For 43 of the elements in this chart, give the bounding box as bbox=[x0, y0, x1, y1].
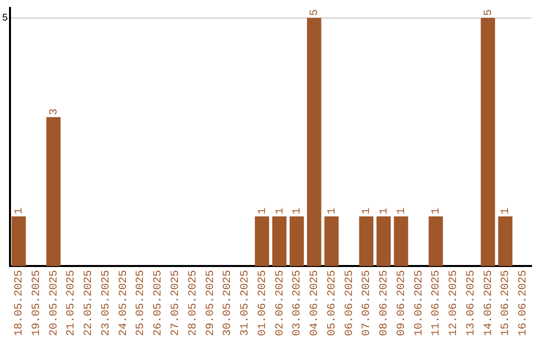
x-tick-label: 10.06.2025 bbox=[413, 270, 426, 336]
x-tick-label: 02.06.2025 bbox=[274, 270, 286, 336]
data-label: 5 bbox=[482, 9, 495, 16]
x-tick-label: 11.06.2025 bbox=[430, 270, 443, 336]
x-tick-label: 30.05.2025 bbox=[222, 270, 234, 336]
x-tick-label: 07.06.2025 bbox=[361, 270, 374, 336]
x-tick-label: 13.06.2025 bbox=[465, 270, 478, 336]
data-label: 1 bbox=[500, 207, 512, 214]
x-tick-label: 19.05.2025 bbox=[30, 270, 43, 336]
data-label: 1 bbox=[326, 207, 338, 214]
x-tick-label: 09.06.2025 bbox=[396, 270, 408, 336]
x-tick-label: 08.06.2025 bbox=[378, 270, 391, 336]
x-tick-label: 23.05.2025 bbox=[100, 270, 112, 336]
x-tick-label: 12.06.2025 bbox=[448, 270, 460, 336]
data-label: 1 bbox=[274, 207, 286, 214]
x-tick-label: 03.06.2025 bbox=[292, 270, 304, 336]
data-label: 1 bbox=[396, 207, 408, 214]
x-tick-label: 28.05.2025 bbox=[187, 270, 200, 336]
data-label: 5 bbox=[309, 9, 322, 16]
x-tick-label: 14.06.2025 bbox=[482, 270, 495, 336]
x-tick-label: 21.05.2025 bbox=[66, 270, 78, 336]
data-label: 1 bbox=[14, 207, 26, 214]
x-tick-label: 29.05.2025 bbox=[204, 270, 217, 336]
data-label: 1 bbox=[378, 207, 391, 214]
x-tick-label: 22.05.2025 bbox=[83, 270, 96, 336]
x-tick-label: 27.05.2025 bbox=[170, 270, 182, 336]
x-tick-label: 24.05.2025 bbox=[118, 270, 130, 336]
data-label: 3 bbox=[48, 108, 60, 116]
data-label: 1 bbox=[256, 207, 269, 214]
x-tick-label: 04.06.2025 bbox=[309, 270, 322, 336]
x-tick-label: 15.06.2025 bbox=[500, 270, 512, 336]
x-tick-label: 31.05.2025 bbox=[240, 270, 252, 336]
x-tick-label: 06.06.2025 bbox=[344, 270, 356, 336]
data-label: 1 bbox=[430, 207, 443, 214]
x-tick-label: 01.06.2025 bbox=[256, 270, 269, 336]
x-tick-label: 05.06.2025 bbox=[326, 270, 338, 336]
x-tick-label: 20.05.2025 bbox=[48, 270, 60, 336]
data-label: 1 bbox=[292, 207, 304, 214]
x-tick-label: 25.05.2025 bbox=[135, 270, 148, 336]
data-label: 1 bbox=[361, 207, 374, 214]
x-tick-label: 26.05.2025 bbox=[152, 270, 165, 336]
x-tick-label: 18.05.2025 bbox=[14, 270, 26, 336]
x-tick-label: 16.06.2025 bbox=[518, 270, 530, 336]
